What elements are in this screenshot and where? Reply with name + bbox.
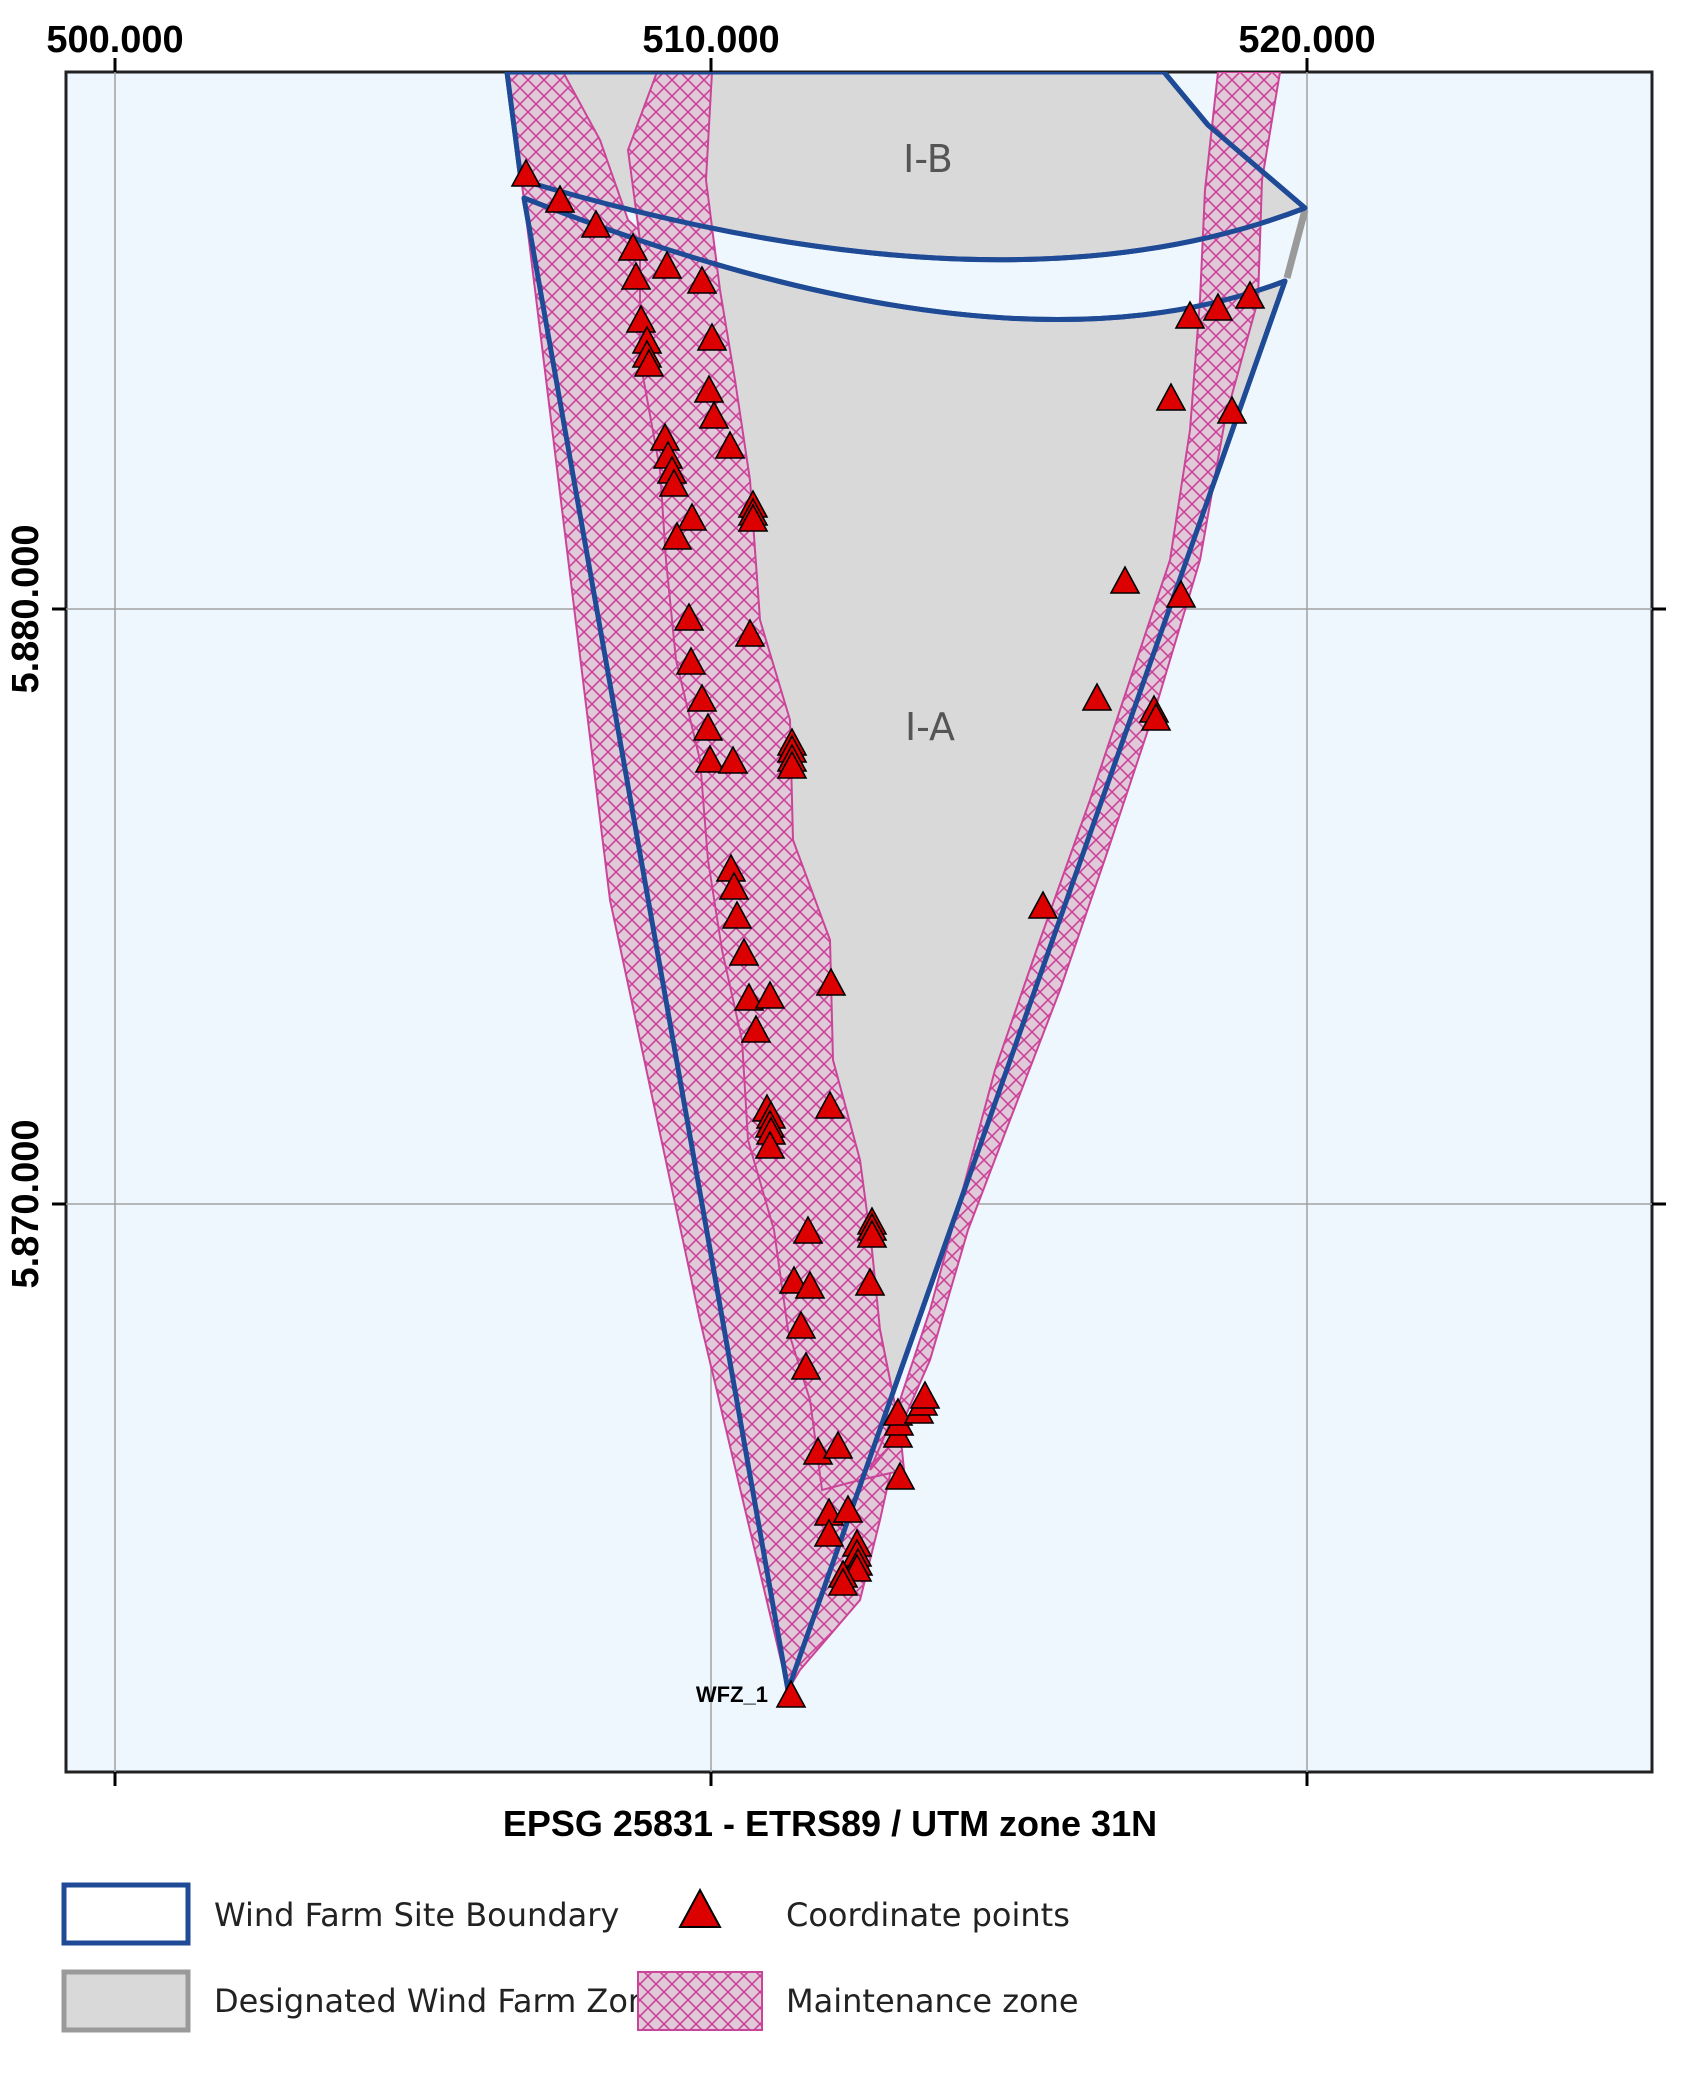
legend-label: Designated Wind Farm Zone: [214, 1982, 668, 2020]
frame-ticks: [52, 58, 1666, 1786]
coordinate-point-marker: [721, 900, 753, 929]
coordinate-point-marker: [676, 502, 708, 531]
legend-zone-symbol: [61, 1969, 191, 2033]
coordinate-point-marker: [633, 348, 665, 377]
coordinate-point-marker: [814, 1090, 846, 1119]
coordinate-point-marker: [580, 209, 612, 238]
coordinate-point-marker: [544, 184, 576, 213]
coordinate-point-marker: [740, 1014, 772, 1043]
coordinate-point-marker: [822, 1430, 854, 1459]
coordinate-point-marker: [754, 1130, 786, 1159]
coordinate-point-marker: [717, 745, 749, 774]
coordinate-point-marker: [785, 1310, 817, 1339]
coordinate-point-marker: [673, 602, 705, 631]
coordinate-point-marker: [882, 1397, 914, 1426]
zone-label-i-b: I-B: [903, 137, 953, 181]
coordinate-point-marker: [510, 158, 542, 187]
wind-farm-site-boundaries: [504, 72, 1308, 1693]
legend: Wind Farm Site Boundary Coordinate point…: [61, 1882, 1079, 2033]
y-tick-label: 5.870.000: [5, 1119, 47, 1288]
crs-label: EPSG 25831 - ETRS89 / UTM zone 31N: [503, 1803, 1157, 1844]
coordinate-point-marker: [1140, 702, 1172, 731]
coordinate-point-marker: [790, 1351, 822, 1380]
coordinate-point-marker: [1081, 682, 1113, 711]
coordinate-point-marker: [754, 980, 786, 1009]
coordinate-point-marker: [686, 683, 718, 712]
coordinate-point-marker: [696, 322, 728, 351]
x-tick-label: 510.000: [642, 19, 779, 61]
coordinate-point-marker: [1027, 890, 1059, 919]
legend-label: Wind Farm Site Boundary: [214, 1896, 619, 1934]
coordinate-point-marker: [698, 400, 730, 429]
coordinate-point-marker: [815, 967, 847, 996]
coordinate-point-marker: [813, 1518, 845, 1547]
coordinate-point-marker: [776, 750, 808, 779]
coordinate-point-marker: [1109, 565, 1141, 594]
coordinate-point-marker: [692, 712, 724, 741]
x-tick-label: 500.000: [46, 19, 183, 61]
coordinate-point-marker: [675, 646, 707, 675]
coordinate-point-marker: [794, 1270, 826, 1299]
coordinate-point-marker: [620, 261, 652, 290]
coordinate-point-marker: [714, 430, 746, 459]
coordinate-point-marker: [856, 1219, 888, 1248]
coordinate-point-marker: [832, 1494, 864, 1523]
coordinate-point-marker: [737, 503, 769, 532]
coordinate-point-marker: [728, 937, 760, 966]
x-tick-label: 520.000: [1238, 19, 1375, 61]
coordinate-point-marker: [792, 1215, 824, 1244]
coordinate-point-marker: [733, 982, 765, 1011]
coordinate-point-marker: [734, 618, 766, 647]
coordinate-point-marker: [1234, 280, 1266, 309]
coordinate-point-marker: [617, 232, 649, 261]
coordinate-point-marker: [658, 468, 690, 497]
coordinate-point-marker: [1202, 292, 1234, 321]
coordinate-point-marker: [1155, 382, 1187, 411]
coordinate-point-marker: [686, 265, 718, 294]
coordinate-point-marker: [884, 1461, 916, 1490]
zone-label-i-a: I-A: [905, 705, 955, 749]
coordinate-point-marker: [1174, 300, 1206, 329]
coordinate-point-marker: [625, 304, 657, 333]
coordinate-point-marker: [827, 1567, 859, 1596]
coordinate-point-marker: [718, 871, 750, 900]
coordinate-point-marker: [1165, 579, 1197, 608]
coordinate-point-marker: [694, 744, 726, 773]
coordinate-points: [510, 158, 1266, 1708]
coordinate-point-marker: [854, 1267, 886, 1296]
legend-hatch-symbol: [637, 1971, 763, 2031]
coordinate-point-marker: [778, 1265, 810, 1294]
point-label-wfz-1: WFZ_1: [696, 1682, 768, 1707]
y-tick-label: 5.880.000: [5, 524, 47, 693]
coordinate-point-marker: [775, 1679, 807, 1708]
coordinate-point-marker: [661, 521, 693, 550]
legend-boundary-symbol: [61, 1882, 191, 1946]
legend-label: Coordinate points: [786, 1896, 1070, 1934]
coordinate-point-marker: [693, 374, 725, 403]
coordinate-point-marker: [1216, 395, 1248, 424]
coordinate-point-marker: [651, 250, 683, 279]
coordinate-point-marker: [909, 1380, 941, 1409]
triangle-point-icon: [678, 1887, 722, 1928]
legend-label: Maintenance zone: [786, 1982, 1079, 2020]
